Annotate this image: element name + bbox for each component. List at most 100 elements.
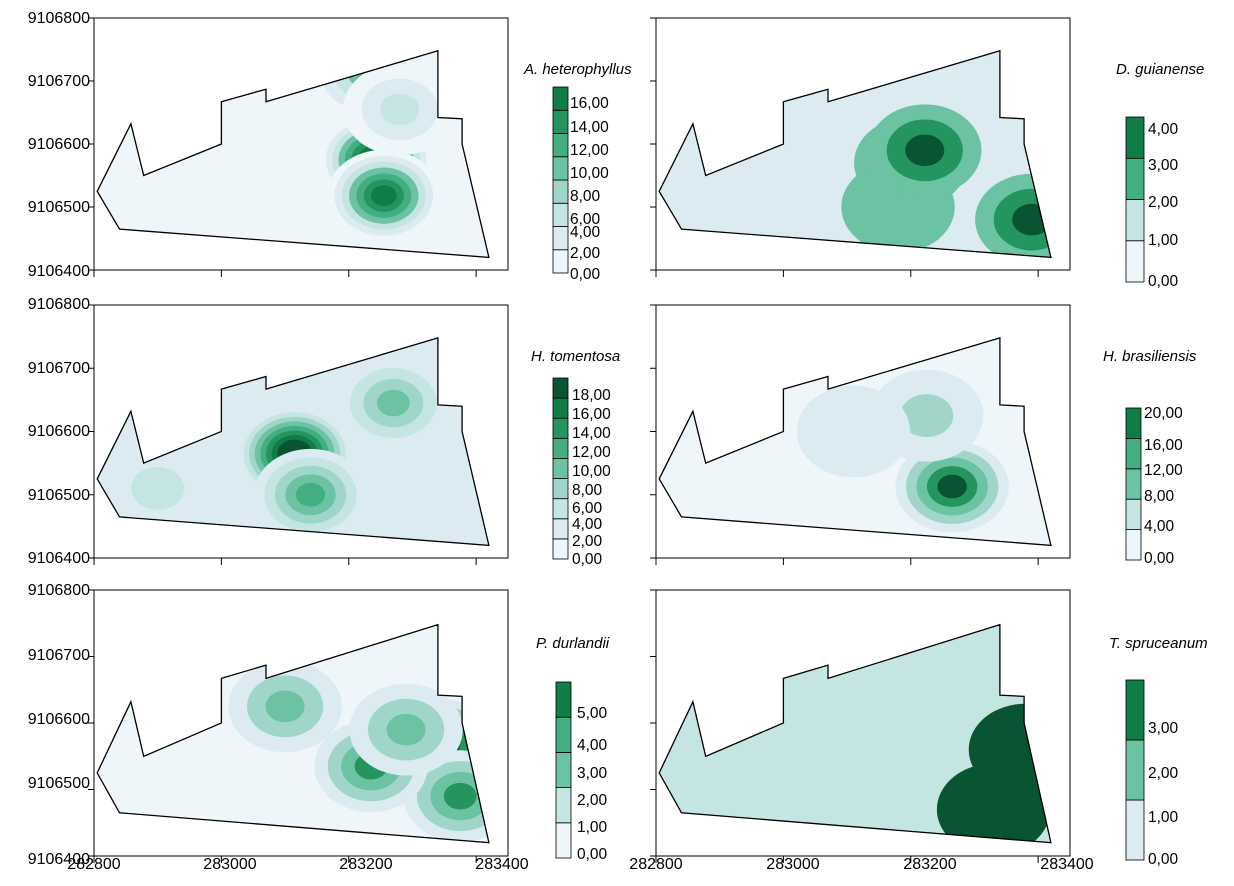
legend-p-durlandii: 5,00 4,00 3,00 2,00 1,00 0,00 (577, 705, 608, 863)
contour-band (900, 394, 954, 438)
legend-label: 12,00 (570, 142, 609, 159)
legend-label: 8,00 (1144, 488, 1175, 505)
color-bar-segment (552, 86, 569, 111)
study-area-outline (658, 49, 1052, 259)
study-area-outline (96, 337, 490, 547)
legend-a-heterophyllus: 16,00 14,00 12,00 10,00 8,00 6,00 4,00 2… (570, 95, 609, 283)
legend-label: 0,00 (1148, 273, 1179, 290)
legend-label: 3,00 (1148, 720, 1179, 737)
y-tick-label-row3-1: 9106800 (28, 582, 90, 599)
color-bar-segment (1125, 199, 1145, 242)
color-bar-segment (552, 458, 569, 479)
color-bar-segment (1125, 799, 1145, 861)
legend-label: 3,00 (577, 765, 608, 782)
contour-band (937, 474, 967, 499)
x-tick-label-right-2: 283000 (766, 856, 819, 873)
legend-label: 4,00 (570, 224, 601, 241)
legend-label: 16,00 (572, 406, 611, 423)
legend-label: 16,00 (570, 95, 609, 112)
y-tick-label-row3-3: 9106600 (28, 711, 90, 728)
study-area-outline (96, 623, 490, 844)
color-bar-segment (552, 179, 569, 204)
legend-label: 6,00 (572, 500, 603, 517)
legend-label: 4,00 (1144, 518, 1175, 535)
legend-label: 0,00 (577, 846, 608, 863)
legend-label: 1,00 (577, 819, 608, 836)
legend-label: 0,00 (1148, 851, 1179, 868)
y-tick-label-row2-3: 9106600 (28, 423, 90, 440)
legend-label: 8,00 (572, 482, 603, 499)
color-bar-d-guianense (1125, 116, 1145, 283)
contour-band (131, 466, 185, 510)
x-tick-label-left-3: 283200 (339, 856, 392, 873)
color-bar-segment (1125, 529, 1142, 561)
y-tick-label-row1-1: 9106800 (28, 10, 90, 27)
color-bar-segment (552, 478, 569, 500)
legend-label: 2,00 (577, 792, 608, 809)
contour-band (968, 703, 1051, 796)
legend-label: 1,00 (1148, 809, 1179, 826)
species-title-a-heterophyllus: A. heterophyllus (523, 61, 632, 78)
legend-label: 0,00 (572, 551, 603, 568)
x-tick-label-left-4: 283400 (475, 856, 528, 873)
x-tick-label-right-4: 283400 (1040, 856, 1093, 873)
contour-band (386, 713, 426, 746)
y-tick-label-row3-2: 9106700 (28, 647, 90, 664)
color-bar-segment (1125, 468, 1142, 500)
species-title-t-spruceanum: T. spruceanum (1109, 635, 1208, 652)
color-bar-segment (1125, 437, 1142, 470)
color-bar-segment (555, 752, 572, 789)
map-panel-p-durlandii (88, 589, 572, 863)
legend-h-brasiliensis: 20,00 16,00 12,00 8,00 4,00 0,00 (1144, 405, 1183, 567)
legend-label: 3,00 (1148, 157, 1179, 174)
legend-label: 12,00 (572, 444, 611, 461)
legend-label: 8,00 (570, 188, 601, 205)
y-tick-label-row3-5: 9106400 (28, 851, 90, 868)
map-panel-d-guianense (650, 17, 1145, 283)
color-bar-segment (552, 538, 569, 560)
species-title-p-durlandii: P. durlandii (536, 635, 610, 652)
contour-band (905, 134, 945, 167)
color-bar-segment (552, 377, 569, 399)
legend-label: 10,00 (572, 463, 611, 480)
color-bar-segment (1125, 679, 1145, 741)
x-tick-label-right-1: 282800 (629, 856, 682, 873)
contour-band (265, 690, 305, 723)
legend-label: 4,00 (577, 737, 608, 754)
color-bar-segment (555, 787, 572, 824)
legend-label: 0,00 (1144, 550, 1175, 567)
contour-band (380, 93, 420, 126)
legend-label: 4,00 (572, 516, 603, 533)
study-area-outline (658, 337, 1052, 547)
color-bar-segment (552, 498, 569, 520)
color-bar-segment (1125, 116, 1145, 159)
legend-label: 2,00 (1148, 765, 1179, 782)
color-bar-segment (552, 518, 569, 540)
color-bar-segment (555, 822, 572, 859)
color-bar-h-tomentosa (552, 377, 569, 560)
color-bar-p-durlandii (555, 681, 572, 859)
y-tick-label-row2-1: 9106800 (28, 296, 90, 313)
legend-label: 5,00 (577, 705, 608, 722)
color-bar-segment (552, 226, 569, 251)
legend-h-tomentosa: 18,00 16,00 14,00 12,00 10,00 8,00 6,00 … (572, 387, 611, 568)
legend-label: 2,00 (570, 245, 601, 262)
color-bar-segment (552, 109, 569, 134)
color-bar-segment (552, 202, 569, 227)
y-tick-label-row2-2: 9106700 (28, 360, 90, 377)
contour-band (371, 185, 397, 207)
legend-label: 0,00 (570, 266, 601, 283)
color-bar-segment (552, 397, 569, 419)
color-bar-h-brasiliensis (1125, 407, 1142, 561)
legend-label: 14,00 (572, 425, 611, 442)
y-tick-label-row3-4: 9106500 (28, 775, 90, 792)
legend-label: 12,00 (1144, 462, 1183, 479)
species-title-h-brasiliensis: H. brasiliensis (1103, 348, 1197, 365)
legend-label: 10,00 (570, 165, 609, 182)
color-bar-segment (1125, 498, 1142, 531)
y-tick-label-row2-5: 9106400 (28, 550, 90, 567)
contour-band (295, 482, 326, 507)
color-bar-segment (552, 437, 569, 459)
y-tick-label-row1-3: 9106600 (28, 136, 90, 153)
